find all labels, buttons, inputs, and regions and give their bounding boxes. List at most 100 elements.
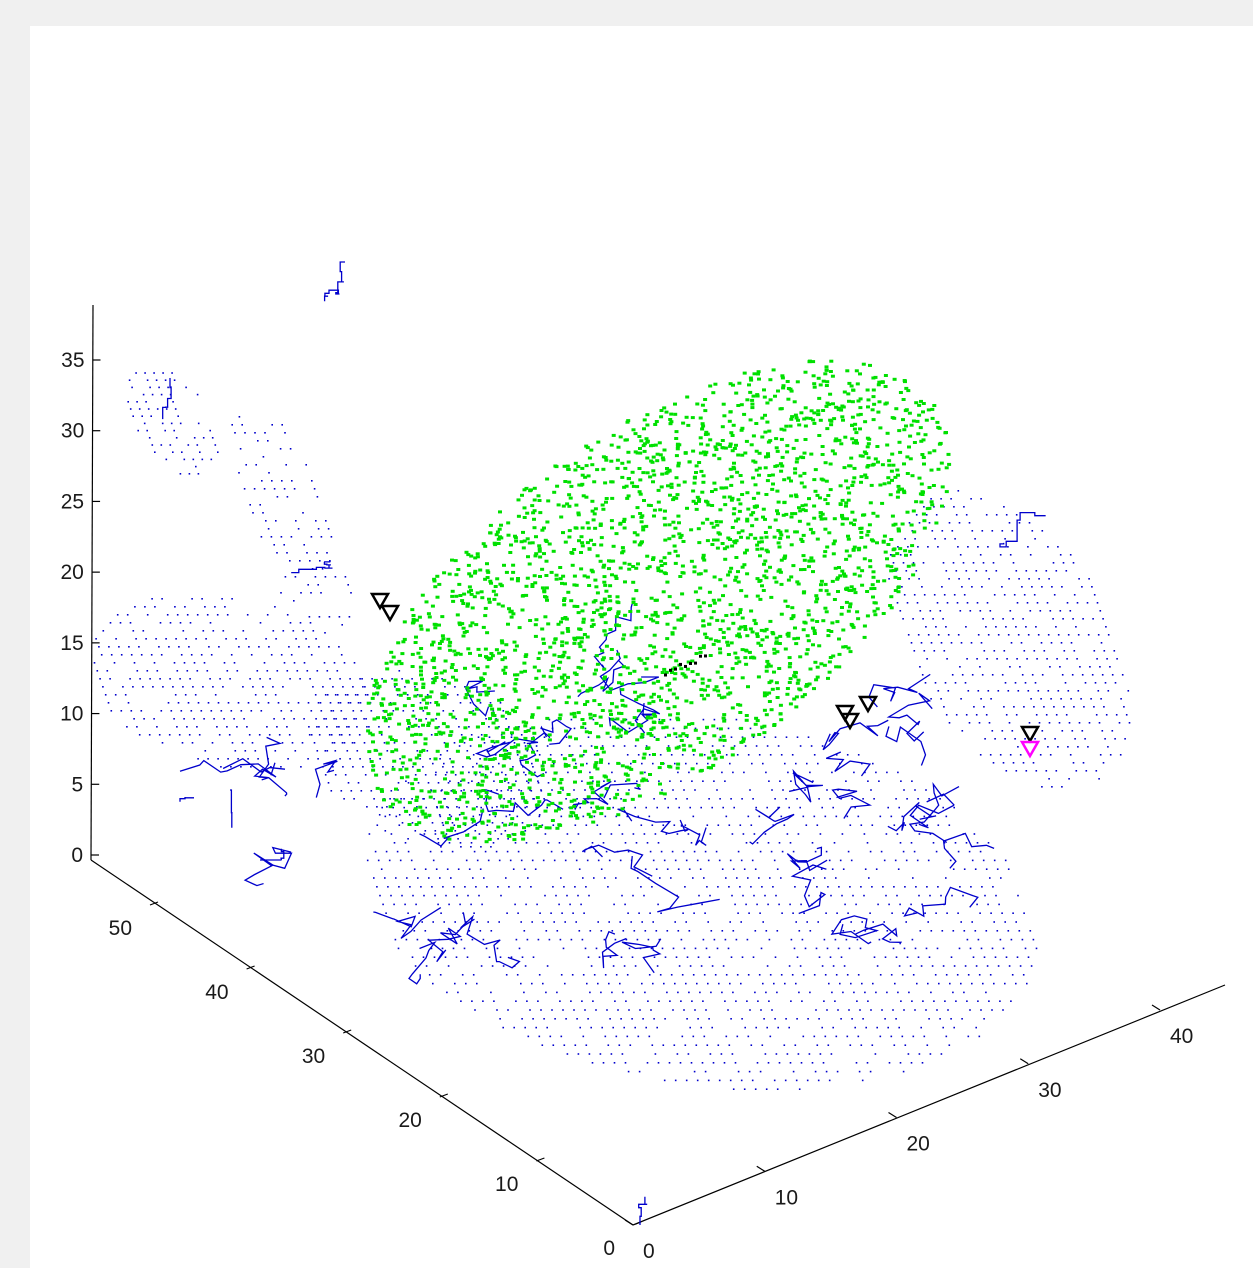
green-point xyxy=(782,478,787,482)
blue-point xyxy=(1069,754,1072,756)
blue-point xyxy=(334,750,337,752)
blue-point xyxy=(1104,682,1107,684)
blue-point xyxy=(1059,666,1061,668)
blue-point xyxy=(574,886,576,888)
blue-point xyxy=(515,938,518,941)
green-point xyxy=(491,721,496,725)
blue-point xyxy=(766,965,769,967)
blue-point xyxy=(851,798,853,800)
blue-point xyxy=(108,646,110,648)
green-point xyxy=(881,539,886,543)
blue-point xyxy=(1075,770,1078,772)
blue-point xyxy=(899,1062,902,1064)
green-point xyxy=(651,681,656,685)
blue-point xyxy=(144,372,146,374)
green-point xyxy=(551,760,556,764)
green-point xyxy=(785,692,790,696)
green-point xyxy=(710,490,714,493)
blue-point xyxy=(192,458,195,461)
green-point xyxy=(516,514,521,518)
blue-point xyxy=(514,903,516,906)
blue-point xyxy=(953,1026,955,1029)
green-point xyxy=(423,815,428,819)
blue-point xyxy=(692,754,695,756)
green-point xyxy=(639,439,644,443)
green-point xyxy=(659,559,664,563)
blue-point xyxy=(922,1000,924,1002)
green-point xyxy=(664,725,669,729)
green-point xyxy=(481,542,486,546)
green-point xyxy=(573,765,578,769)
blue-point xyxy=(974,930,977,932)
blue-point xyxy=(799,806,801,809)
blue-point xyxy=(889,554,892,556)
green-point xyxy=(447,817,452,821)
green-point xyxy=(883,550,888,554)
blue-point xyxy=(774,736,777,738)
green-point xyxy=(608,628,613,631)
green-point xyxy=(649,716,654,720)
blue-point xyxy=(814,1070,817,1073)
blue-point xyxy=(451,822,454,824)
blue-point xyxy=(617,789,619,791)
green-point xyxy=(397,800,402,804)
blue-point xyxy=(815,947,818,950)
green-point xyxy=(645,657,650,661)
green-point xyxy=(459,739,464,743)
green-point xyxy=(644,437,649,441)
blue-point xyxy=(404,686,406,688)
green-point xyxy=(502,757,507,761)
blue-point xyxy=(360,710,363,712)
green-point xyxy=(577,642,582,646)
blue-point xyxy=(986,602,989,604)
blue-point xyxy=(1096,602,1099,604)
green-point xyxy=(525,760,529,764)
blue-point xyxy=(1124,738,1126,740)
blue-point xyxy=(1097,690,1100,692)
green-point xyxy=(579,535,584,539)
green-point xyxy=(758,597,763,601)
blue-point xyxy=(1011,730,1014,732)
green-point xyxy=(731,512,736,516)
blue-point xyxy=(444,798,446,800)
green-point xyxy=(654,598,659,602)
blue-point xyxy=(110,654,113,656)
blue-point xyxy=(470,903,472,906)
blue-point xyxy=(847,912,849,914)
blue-point xyxy=(290,710,293,712)
green-point xyxy=(513,745,518,749)
blue-point xyxy=(688,868,691,870)
blue-point xyxy=(343,798,345,800)
blue-point xyxy=(694,1009,696,1011)
blue-point xyxy=(129,678,131,680)
blue-point xyxy=(402,766,404,768)
green-point xyxy=(579,567,584,571)
green-point xyxy=(824,404,829,408)
blue-point xyxy=(299,560,301,562)
green-point xyxy=(479,676,484,680)
blue-point xyxy=(299,678,301,680)
blue-point xyxy=(849,824,852,826)
green-point xyxy=(513,673,517,677)
blue-point xyxy=(404,842,407,844)
green-point xyxy=(724,486,729,490)
green-point xyxy=(822,554,827,558)
green-point xyxy=(701,480,706,484)
green-point xyxy=(740,565,745,569)
blue-point xyxy=(139,678,141,680)
green-point xyxy=(775,509,779,513)
blue-point xyxy=(623,745,626,747)
blue-point xyxy=(1037,634,1040,636)
blue-point xyxy=(414,686,416,688)
blue-point xyxy=(469,745,472,747)
green-point xyxy=(631,682,636,686)
green-point xyxy=(655,452,660,456)
green-point xyxy=(823,527,828,531)
blue-point xyxy=(651,886,653,888)
blue-point xyxy=(238,472,240,474)
blue-point xyxy=(925,789,927,791)
blue-point xyxy=(985,991,987,994)
blue-point xyxy=(743,1088,746,1090)
blue-point xyxy=(343,718,345,720)
green-point xyxy=(855,441,859,445)
